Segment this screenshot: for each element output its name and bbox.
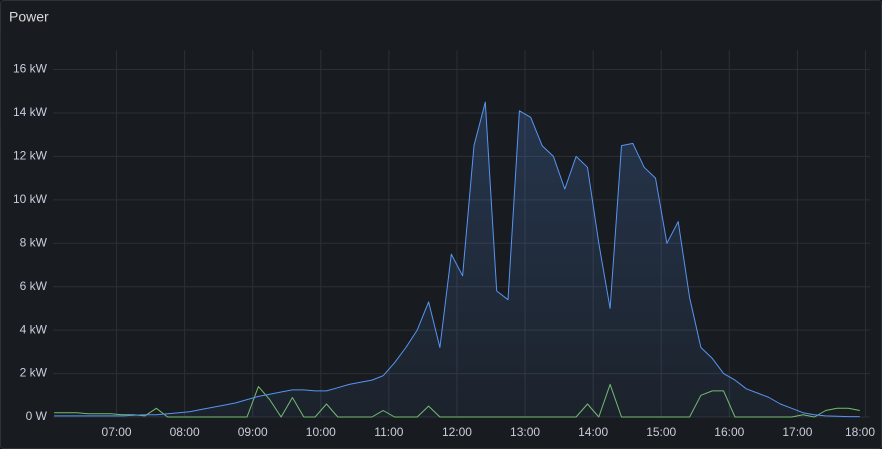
x-tick-label: 13:00: [510, 425, 540, 439]
x-tick-label: 16:00: [714, 425, 744, 439]
y-tick-label: 10 kW: [13, 192, 48, 206]
x-tick-label: 10:00: [306, 425, 336, 439]
y-tick-label: 2 kW: [20, 366, 48, 380]
x-tick-label: 17:00: [782, 425, 812, 439]
y-tick-label: 4 kW: [20, 322, 48, 336]
y-tick-label: 16 kW: [13, 62, 48, 76]
panel-title: Power: [9, 9, 49, 25]
x-tick-label: 08:00: [170, 425, 200, 439]
x-tick-label: 14:00: [578, 425, 608, 439]
y-tick-label: 14 kW: [13, 105, 48, 119]
x-tick-label: 09:00: [238, 425, 268, 439]
y-tick-label: 6 kW: [20, 279, 48, 293]
y-tick-label: 0 W: [26, 409, 48, 423]
x-tick-label: 15:00: [646, 425, 676, 439]
series-line: [54, 101, 860, 418]
y-tick-label: 8 kW: [20, 235, 48, 249]
y-tick-label: 12 kW: [13, 149, 48, 163]
x-tick-label: 18:00: [845, 425, 875, 439]
area: [54, 102, 860, 417]
x-tick-label: 12:00: [442, 425, 472, 439]
x-tick-label: 11:00: [374, 425, 403, 439]
x-tick-label: 07:00: [102, 425, 132, 439]
